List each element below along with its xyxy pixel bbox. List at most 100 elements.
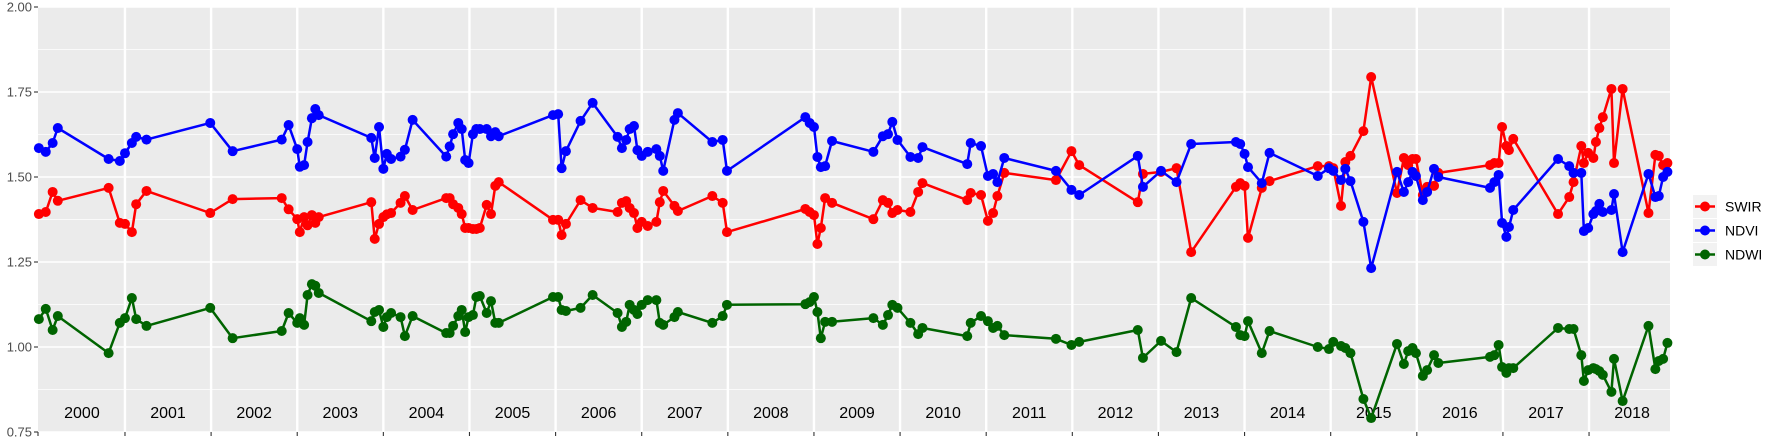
data-point-ndwi [47,325,58,335]
data-point-swir [965,187,976,198]
data-point-ndvi [1508,204,1519,215]
data-point-ndwi [448,320,459,331]
data-point-ndvi [868,146,879,157]
data-point-ndvi [812,151,823,162]
data-point-ndwi [1132,325,1143,335]
data-point-ndwi [299,319,310,330]
data-point-ndvi [313,110,324,121]
data-point-ndvi [808,122,819,133]
legend-label-ndwi: NDWI [1725,247,1762,263]
data-point-ndwi [1328,336,1339,347]
data-point-swir [407,204,418,215]
data-point-ndvi [227,146,238,157]
data-point-swir [1564,192,1575,203]
data-point-swir [1171,163,1182,174]
data-point-ndvi [119,148,130,159]
data-point-ndvi [1568,167,1579,178]
data-point-swir [913,186,924,197]
data-point-ndvi [1328,165,1339,176]
data-point-ndwi [917,322,928,333]
data-point-ndvi [366,132,377,143]
data-point-ndwi [1264,326,1275,337]
data-point-ndwi [1171,347,1182,358]
data-point-swir [283,204,294,215]
data-point-ndvi [302,136,313,147]
year-label: 2002 [236,405,272,422]
data-point-ndvi [962,159,973,170]
data-point-ndwi [399,331,410,342]
data-point-ndvi [1366,263,1377,274]
data-point-ndvi [1239,148,1250,159]
data-point-ndwi [1230,321,1241,332]
data-point-ndvi [103,153,114,164]
data-point-swir [141,185,152,196]
data-point-ndvi [131,131,142,142]
year-label: 2008 [753,405,789,422]
data-point-ndvi [441,151,452,162]
data-point-ndvi [1429,163,1440,174]
data-point-ndvi [887,116,898,127]
data-point-ndwi [1137,352,1148,363]
data-point-ndwi [456,304,467,315]
year-label: 2010 [925,405,961,422]
data-point-ndvi [988,168,999,179]
data-point-ndwi [205,302,216,313]
data-point-swir [456,209,467,220]
y-axis: 0.75 1.00 1.25 1.50 1.75 2.00 [7,0,38,440]
data-point-ndvi [1422,186,1433,197]
data-point-ndwi [672,306,683,317]
data-point-ndwi [1391,338,1402,349]
data-point-swir [1662,158,1673,169]
data-point-swir [1493,158,1504,169]
data-point-swir [1508,133,1519,144]
data-point-swir [905,207,916,218]
data-point-swir [131,199,142,210]
data-point-ndvi [717,134,728,145]
data-point-ndwi [126,293,137,304]
legend-item-swir: SWIR [1693,195,1762,218]
data-point-swir [672,206,683,216]
data-point-swir [119,218,130,229]
data-point-swir [658,185,669,196]
data-point-ndvi [707,136,718,147]
data-point-ndvi [1493,169,1504,180]
year-label: 2012 [1098,405,1134,422]
data-point-ndwi [962,331,973,342]
data-point-swir [1503,145,1514,156]
data-point-swir [612,207,623,218]
data-point-swir [399,191,410,202]
series-ndvi [33,97,1673,274]
data-point-ndwi [485,296,496,307]
data-point-swir [1429,180,1440,191]
data-point-ndvi [1243,162,1254,173]
data-point-ndvi [1066,184,1077,195]
data-point-swir [1576,141,1587,152]
data-point-swir [556,230,567,241]
data-point-ndvi [1336,175,1347,186]
data-point-ndwi [1493,339,1504,350]
data-point-ndvi [1576,167,1587,178]
data-point-ndvi [1050,165,1061,176]
year-label: 2005 [495,405,531,422]
data-point-ndvi [965,138,976,148]
data-point-ndwi [883,310,894,321]
data-point-ndvi [374,122,385,133]
data-point-ndwi [1658,353,1669,364]
data-point-ndwi [1398,359,1409,369]
data-point-ndwi [460,327,471,338]
data-point-swir [1186,247,1197,258]
data-point-ndvi [493,131,504,142]
legend-dot-ndvi [1700,225,1710,236]
data-point-swir [1609,158,1620,169]
year-label: 2014 [1270,405,1306,422]
data-point-ndvi [407,114,418,125]
data-point-ndwi [395,312,406,323]
data-point-ndvi [1433,172,1444,182]
legend-dot-swir [1700,201,1710,212]
data-point-ndwi [1422,365,1433,376]
data-point-ndwi [651,295,662,306]
data-point-swir [1643,208,1654,219]
data-point-ndwi [1597,369,1608,380]
data-point-ndwi [378,321,389,332]
data-point-swir [227,194,238,205]
